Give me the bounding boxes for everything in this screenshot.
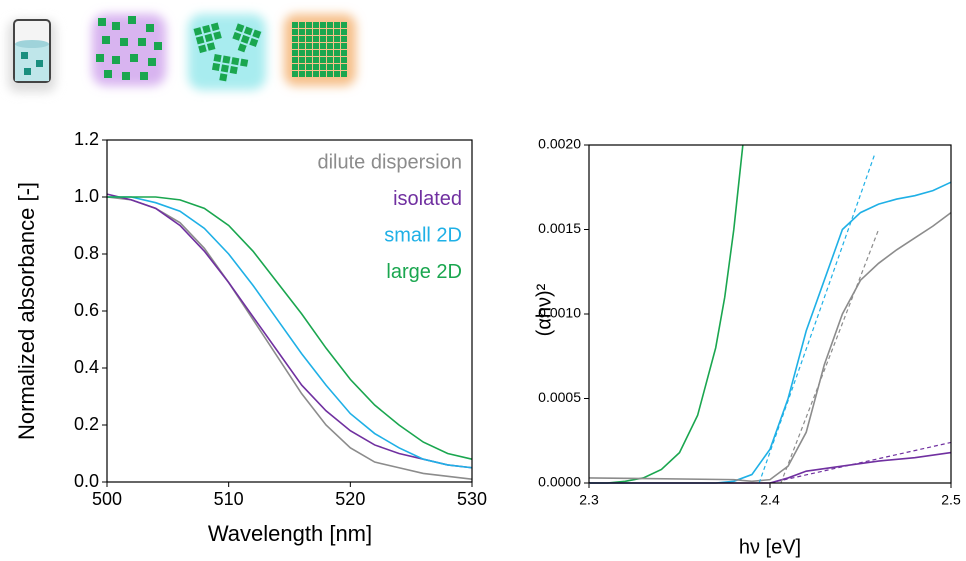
y-axis-label: Normalized absorbance [-] — [14, 182, 39, 440]
x-tick-label: 530 — [457, 489, 487, 509]
y-axis-label: (αhν)² — [533, 283, 555, 336]
y-tick-label: 0.0005 — [538, 389, 581, 405]
x-axis-label: Wavelength [nm] — [208, 521, 372, 546]
x-tick-label: 500 — [92, 489, 122, 509]
icons — [8, 14, 356, 92]
y-tick-label: 0.8 — [74, 243, 99, 263]
series-line — [106, 193, 473, 469]
beaker-icon — [8, 19, 56, 92]
x-tick-label: 2.5 — [941, 492, 961, 508]
y-tick-label: 0.0 — [74, 471, 99, 491]
y-tick-label: 0.4 — [74, 357, 99, 377]
x-tick-label: 2.3 — [579, 492, 599, 508]
y-tick-label: 1.2 — [74, 129, 99, 149]
x-tick-label: 510 — [214, 489, 244, 509]
fit-line — [769, 441, 952, 484]
x-axis-label: hν [eV] — [739, 536, 801, 558]
series-line — [588, 211, 952, 483]
y-tick-label: 0.2 — [74, 414, 99, 434]
large-2d-icon — [284, 14, 356, 86]
y-tick-label: 0.0020 — [538, 136, 581, 152]
small-2d-icon — [188, 14, 266, 90]
y-tick-label: 1.0 — [74, 186, 99, 206]
y-tick-label: 0.6 — [74, 300, 99, 320]
y-tick-label: 0.0000 — [538, 474, 581, 490]
series-line — [106, 196, 473, 480]
legend-entry: small 2D — [384, 224, 462, 246]
plot-frame — [588, 144, 952, 484]
legend-entry: isolated — [393, 188, 462, 210]
y-tick-label: 0.0010 — [538, 305, 581, 321]
isolated-icon — [92, 14, 166, 86]
x-tick-label: 520 — [335, 489, 365, 509]
legend-entry: dilute dispersion — [317, 151, 462, 173]
series-line — [589, 181, 952, 484]
plot-frame — [106, 139, 473, 483]
y-tick-label: 0.0015 — [538, 220, 581, 236]
series-line — [107, 196, 473, 460]
fit-line — [758, 153, 876, 484]
legend-entry: large 2D — [386, 261, 462, 283]
series-line — [589, 144, 744, 484]
fit-line — [780, 229, 880, 484]
series-line — [107, 196, 473, 469]
x-tick-label: 2.4 — [760, 492, 780, 508]
